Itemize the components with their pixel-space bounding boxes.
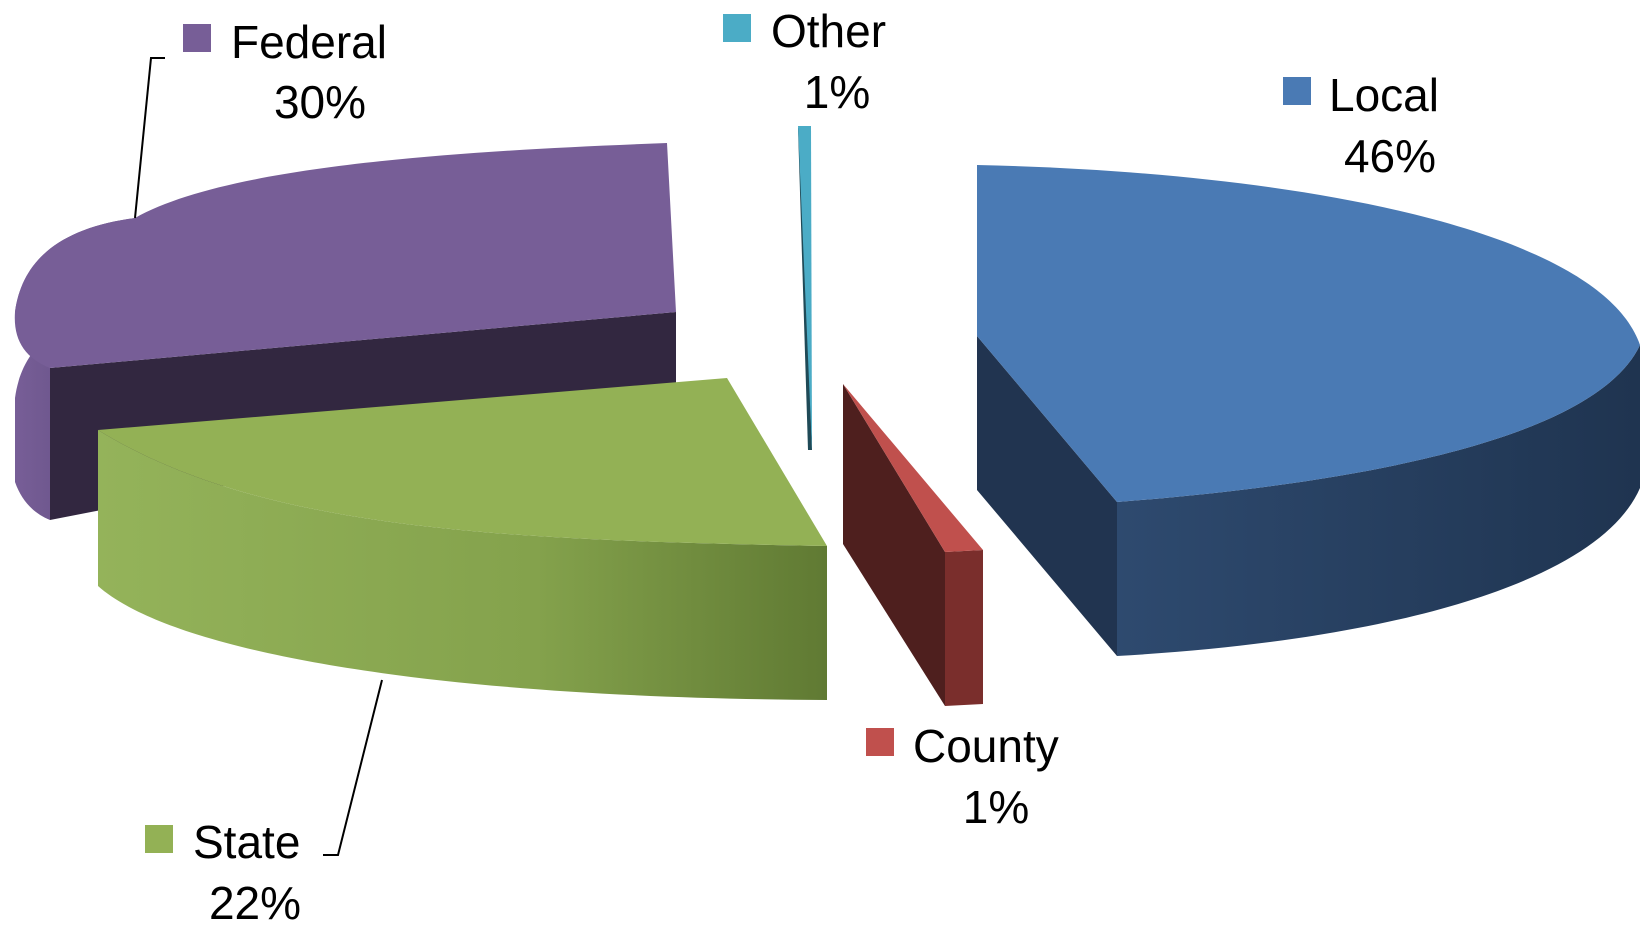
leader-line-federal	[134, 57, 165, 219]
slice-local-top	[977, 165, 1640, 502]
slice-county-side	[945, 550, 983, 706]
legend-swatch-county	[866, 728, 894, 756]
leader-line-state	[323, 679, 383, 856]
label-county-name: County	[913, 720, 1059, 772]
legend-swatch-federal	[183, 24, 211, 52]
label-other-value: 1%	[804, 66, 870, 118]
slice-state-top	[98, 378, 827, 546]
label-other-name: Other	[771, 5, 886, 57]
slice-state-side	[98, 430, 827, 700]
legend-swatch-other	[723, 14, 751, 42]
label-local-name: Local	[1329, 69, 1439, 121]
slice-federal-top	[14, 143, 677, 368]
slice-other-top	[798, 126, 812, 450]
slice-other	[798, 126, 812, 450]
label-local-value: 46%	[1344, 130, 1436, 182]
label-state: State 22%	[145, 816, 301, 929]
legend-swatch-state	[145, 825, 173, 853]
slice-state	[98, 378, 827, 700]
label-other: Other 1%	[723, 5, 886, 118]
slice-county-face	[843, 384, 945, 706]
label-state-name: State	[193, 816, 300, 868]
slice-local	[977, 165, 1640, 656]
label-county-value: 1%	[963, 781, 1029, 833]
label-federal-value: 30%	[274, 76, 366, 128]
slice-local-side	[1117, 345, 1640, 656]
slice-local-face	[977, 336, 1117, 656]
slice-county-top	[843, 384, 983, 552]
label-federal-name: Federal	[231, 16, 387, 68]
slice-county	[843, 384, 983, 706]
label-federal: Federal 30%	[183, 16, 387, 128]
legend-swatch-local	[1283, 77, 1311, 105]
slice-other-face	[798, 128, 812, 450]
label-state-value: 22%	[209, 877, 301, 929]
label-county: County 1%	[866, 720, 1059, 833]
label-local: Local 46%	[1283, 69, 1439, 182]
